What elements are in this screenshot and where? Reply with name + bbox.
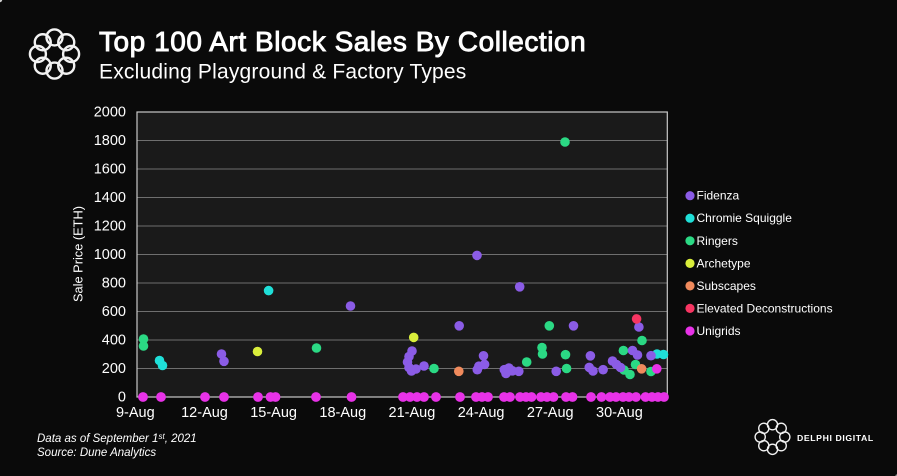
svg-text:2000: 2000	[94, 105, 126, 121]
svg-text:Archetype: Archetype	[697, 256, 751, 270]
svg-text:Excluding Playground & Factory: Excluding Playground & Factory Types	[99, 61, 467, 84]
svg-text:200: 200	[102, 361, 126, 377]
svg-text:1000: 1000	[94, 247, 126, 263]
svg-text:Fidenza: Fidenza	[697, 189, 740, 203]
svg-text:1400: 1400	[94, 190, 126, 206]
svg-text:400: 400	[102, 333, 126, 349]
svg-text:Ringers: Ringers	[697, 234, 738, 248]
svg-text:Chromie Squiggle: Chromie Squiggle	[697, 211, 793, 225]
svg-text:1800: 1800	[94, 133, 126, 149]
svg-text:15-Aug: 15-Aug	[250, 405, 297, 421]
svg-text:1600: 1600	[94, 162, 126, 178]
svg-text:30-Aug: 30-Aug	[596, 405, 643, 421]
svg-text:27-Aug: 27-Aug	[527, 405, 574, 421]
svg-text:Data as of September 1st, 2021: Data as of September 1st, 2021	[37, 432, 197, 445]
svg-text:1200: 1200	[94, 219, 126, 235]
svg-text:Elevated Deconstructions: Elevated Deconstructions	[697, 301, 833, 315]
svg-text:Sale Price (ETH): Sale Price (ETH)	[71, 206, 86, 302]
svg-text:DELPHI DIGITAL: DELPHI DIGITAL	[797, 433, 874, 443]
svg-text:Subscapes: Subscapes	[697, 279, 756, 293]
svg-text:600: 600	[102, 304, 126, 320]
svg-text:21-Aug: 21-Aug	[389, 405, 436, 421]
svg-text:Unigrids: Unigrids	[697, 324, 741, 338]
svg-text:Source: Dune Analytics: Source: Dune Analytics	[37, 447, 156, 459]
svg-text:800: 800	[102, 276, 126, 292]
svg-text:18-Aug: 18-Aug	[319, 405, 366, 421]
svg-text:12-Aug: 12-Aug	[181, 405, 228, 421]
svg-text:0: 0	[118, 390, 126, 406]
svg-text:9-Aug: 9-Aug	[116, 405, 155, 421]
svg-text:24-Aug: 24-Aug	[458, 405, 505, 421]
svg-text:Top 100 Art Block Sales By Col: Top 100 Art Block Sales By Collection	[99, 26, 586, 57]
